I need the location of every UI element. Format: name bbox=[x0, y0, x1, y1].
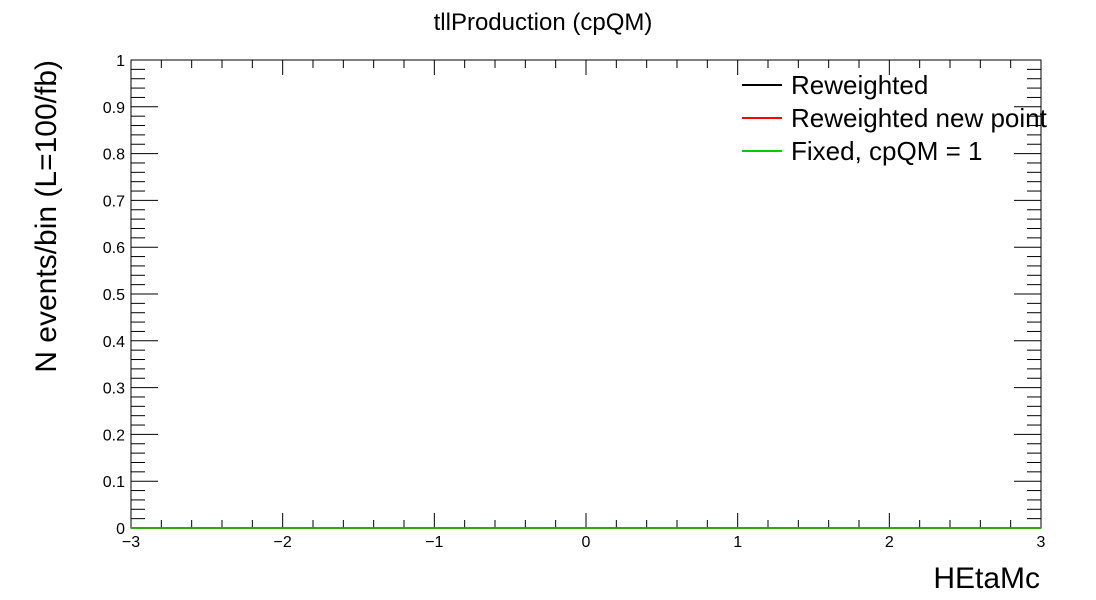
y-tick-label: 0.7 bbox=[103, 193, 125, 210]
y-tick-label: 0.8 bbox=[103, 147, 125, 164]
y-tick-label: 0.4 bbox=[103, 334, 125, 351]
y-tick-label: 0.1 bbox=[103, 474, 125, 491]
y-tick-label: 0.3 bbox=[103, 381, 125, 398]
y-tick-label: 0.9 bbox=[103, 100, 125, 117]
x-tick-label: −2 bbox=[274, 534, 292, 551]
x-tick-label: 2 bbox=[885, 534, 894, 551]
y-tick-label: 0 bbox=[116, 521, 125, 538]
x-tick-label: 0 bbox=[582, 534, 591, 551]
x-axis-title: HEtaMc bbox=[933, 562, 1040, 595]
y-tick-label: 0.5 bbox=[103, 287, 125, 304]
x-tick-label: −3 bbox=[122, 534, 140, 551]
chart-title: tllProduction (cpQM) bbox=[434, 9, 653, 36]
x-tick-label: 3 bbox=[1037, 534, 1046, 551]
legend-label-3: Fixed, cpQM = 1 bbox=[791, 136, 982, 166]
legend-label-2: Reweighted new point bbox=[791, 103, 1048, 133]
x-tick-label: −1 bbox=[425, 534, 443, 551]
y-axis-title: N events/bin (L=100/fb) bbox=[30, 60, 63, 373]
x-tick-label: 1 bbox=[733, 534, 742, 551]
y-tick-label: 0.2 bbox=[103, 427, 125, 444]
y-tick-label: 1 bbox=[116, 53, 125, 70]
ticks-group: −3 −2 −1 0 1 2 3 0 0.1 0.2 0.3 0.4 0.5 0.6 0.7 0.8 0.9 1 bbox=[103, 53, 1046, 551]
y-tick-label: 0.6 bbox=[103, 240, 125, 257]
legend-label-1: Reweighted bbox=[791, 70, 928, 100]
